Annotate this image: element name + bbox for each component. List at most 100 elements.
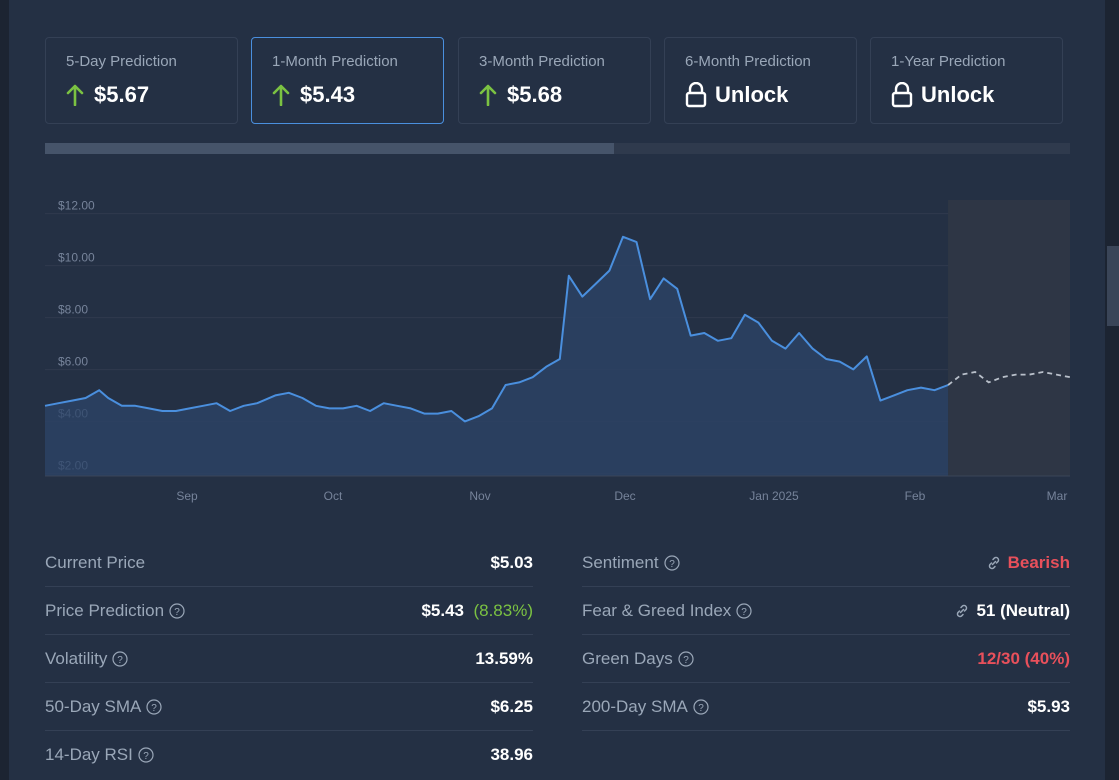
- question-circle-icon[interactable]: ?: [112, 651, 128, 667]
- stat-label-text: Sentiment: [582, 553, 659, 572]
- y-tick-label: $10.00: [58, 251, 95, 265]
- question-circle-icon[interactable]: ?: [736, 603, 752, 619]
- forecast-region: [948, 200, 1070, 476]
- stat-label-text: 50-Day SMA: [45, 697, 142, 716]
- price-chart[interactable]: $12.00$10.00$8.00$6.00$4.00$2.00SepOctNo…: [0, 190, 1119, 520]
- svg-text:?: ?: [152, 703, 158, 714]
- stat-value-text: 38.96: [490, 745, 533, 764]
- x-tick-label: Mar: [1047, 489, 1068, 503]
- question-circle-icon[interactable]: ?: [169, 603, 185, 619]
- arrow-up-icon: [66, 84, 84, 106]
- card-value-text: $5.43: [300, 82, 356, 107]
- card-title: 5-Day Prediction: [66, 53, 177, 70]
- card-title: 3-Month Prediction: [479, 53, 605, 70]
- svg-text:?: ?: [742, 607, 748, 618]
- history-line: [44, 235, 949, 423]
- stat-label-text: Fear & Greed Index: [582, 601, 732, 620]
- stat-label: Fear & Greed Index ?: [582, 601, 752, 621]
- stat-row-14-day-rsi: 14-Day RSI ? 38.96: [45, 731, 533, 779]
- question-circle-icon[interactable]: ?: [663, 555, 680, 571]
- stat-row-green-days: Green Days ? 12/30 (40%): [582, 635, 1070, 683]
- svg-text:?: ?: [698, 703, 704, 714]
- stats-right-column: Sentiment ? Bearish Fear & Greed Index ?…: [582, 539, 1070, 731]
- stat-value: $5.93: [1027, 697, 1070, 717]
- progress-fill: [45, 143, 614, 154]
- svg-text:?: ?: [174, 607, 180, 618]
- card-value-text: Unlock: [715, 82, 789, 107]
- history-area: [45, 236, 949, 476]
- link-icon[interactable]: [954, 603, 970, 619]
- stats-left-column: Current Price $5.03 Price Prediction ? $…: [45, 539, 533, 779]
- scrollbar-thumb[interactable]: [1107, 246, 1119, 326]
- prediction-progress-bar: [45, 143, 1070, 154]
- stat-label: Green Days ?: [582, 649, 694, 669]
- stat-row-50-day-sma: 50-Day SMA ? $6.25: [45, 683, 533, 731]
- arrow-up-icon: [479, 84, 497, 106]
- forecast-line: [947, 371, 1071, 386]
- card-value: Unlock: [891, 82, 994, 108]
- card-6-month-prediction[interactable]: 6-Month Prediction Unlock: [664, 37, 857, 124]
- stat-label: Sentiment ?: [582, 553, 680, 573]
- card-5-day-prediction[interactable]: 5-Day Prediction $5.67: [45, 37, 238, 124]
- stat-value[interactable]: 51 (Neutral): [954, 601, 1070, 621]
- card-1-year-prediction[interactable]: 1-Year Prediction Unlock: [870, 37, 1063, 124]
- svg-text:?: ?: [669, 559, 675, 570]
- question-circle-icon[interactable]: ?: [138, 747, 154, 763]
- lock-icon: [685, 82, 707, 108]
- scrollbar-track[interactable]: [1107, 0, 1119, 780]
- y-tick-label: $6.00: [58, 355, 88, 369]
- y-tick-label: $8.00: [58, 303, 88, 317]
- x-tick-label: Dec: [614, 489, 635, 503]
- y-tick-label: $12.00: [58, 199, 95, 213]
- stat-value: 13.59%: [475, 649, 533, 669]
- stat-label: 200-Day SMA ?: [582, 697, 709, 717]
- stat-label-text: Current Price: [45, 553, 146, 572]
- stat-row-price-prediction: Price Prediction ? $5.43 (8.83%): [45, 587, 533, 635]
- question-circle-icon[interactable]: ?: [693, 699, 709, 715]
- card-value: $5.68: [479, 82, 562, 108]
- card-1-month-prediction[interactable]: 1-Month Prediction $5.43: [251, 37, 444, 124]
- question-circle-icon[interactable]: ?: [678, 651, 694, 667]
- stat-value-text: 12/30 (40%): [977, 649, 1070, 668]
- stat-label: 14-Day RSI ?: [45, 745, 154, 765]
- stat-label-text: Green Days: [582, 649, 673, 668]
- stat-row-sentiment: Sentiment ? Bearish: [582, 539, 1070, 587]
- card-value-text: Unlock: [921, 82, 995, 107]
- stat-value-text: $5.43: [421, 601, 465, 620]
- stat-value: 38.96: [490, 745, 533, 765]
- card-value: $5.67: [66, 82, 149, 108]
- sentiment-value[interactable]: Bearish: [1007, 553, 1070, 572]
- link-icon[interactable]: [986, 555, 1002, 571]
- stat-label: Volatility ?: [45, 649, 128, 669]
- svg-text:?: ?: [683, 655, 689, 666]
- card-title: 6-Month Prediction: [685, 53, 811, 70]
- stat-value-text: $5.03: [490, 553, 533, 572]
- stat-value-text: $5.93: [1027, 697, 1070, 716]
- svg-text:?: ?: [118, 655, 124, 666]
- stat-value: $5.03: [490, 553, 533, 573]
- card-value-text: $5.68: [507, 82, 563, 107]
- stat-value-text: $6.25: [490, 697, 533, 716]
- card-title: 1-Year Prediction: [891, 53, 1006, 70]
- x-tick-label: Jan 2025: [749, 489, 799, 503]
- stat-row-volatility: Volatility ? 13.59%: [45, 635, 533, 683]
- x-tick-label: Feb: [905, 489, 926, 503]
- fear-greed-value[interactable]: 51 (Neutral): [976, 601, 1070, 620]
- stat-row-current-price: Current Price $5.03: [45, 539, 533, 587]
- x-tick-label: Nov: [469, 489, 490, 503]
- card-value: $5.43: [272, 82, 355, 108]
- x-tick-label: Oct: [324, 489, 343, 503]
- stat-row-fear-greed: Fear & Greed Index ? 51 (Neutral): [582, 587, 1070, 635]
- stat-value-text: 13.59%: [475, 649, 533, 668]
- stat-label-text: 200-Day SMA: [582, 697, 688, 716]
- stat-label: Price Prediction ?: [45, 601, 185, 621]
- card-value: Unlock: [685, 82, 788, 108]
- stat-value: $6.25: [490, 697, 533, 717]
- stat-label-text: Price Prediction: [45, 601, 165, 620]
- card-3-month-prediction[interactable]: 3-Month Prediction $5.68: [458, 37, 651, 124]
- stat-value[interactable]: Bearish: [986, 553, 1070, 573]
- stat-value: 12/30 (40%): [977, 649, 1070, 669]
- question-circle-icon[interactable]: ?: [146, 699, 162, 715]
- lock-icon: [891, 82, 913, 108]
- stat-label-text: 14-Day RSI: [45, 745, 133, 764]
